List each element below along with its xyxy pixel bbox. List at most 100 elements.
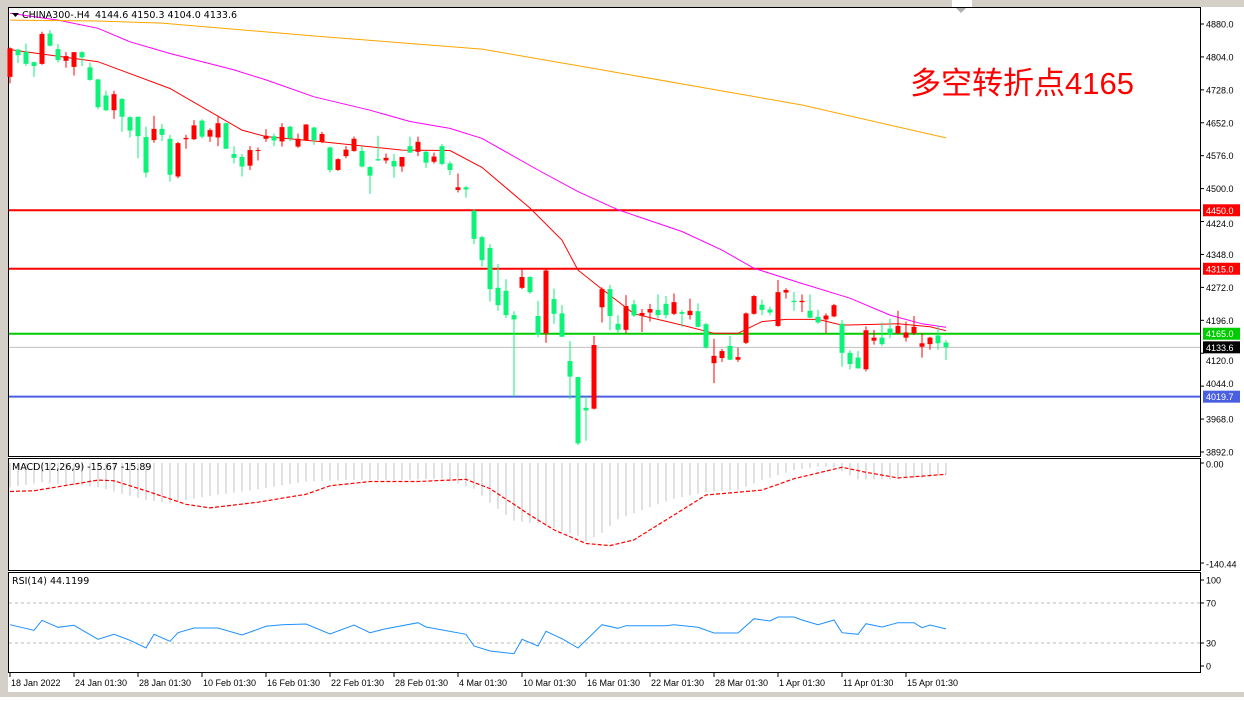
candle-body <box>311 127 317 141</box>
candle-body <box>263 135 269 139</box>
candle-body <box>191 125 197 140</box>
candle-body <box>47 33 53 46</box>
candle-body <box>839 323 845 353</box>
candle-body <box>743 313 749 343</box>
candle-body <box>943 342 949 348</box>
candle <box>575 376 581 446</box>
candle <box>31 61 37 77</box>
candle-body <box>159 128 165 135</box>
candle <box>63 52 69 68</box>
candle <box>207 128 213 142</box>
candle <box>743 312 749 345</box>
price-label: 4450.0 <box>1206 206 1234 216</box>
candle-body <box>583 407 589 411</box>
candle-body <box>935 335 941 344</box>
candle <box>271 133 277 147</box>
candle <box>847 350 853 370</box>
candle <box>407 136 413 153</box>
candle <box>223 122 229 149</box>
candle <box>119 98 125 132</box>
window-tab[interactable] <box>952 0 972 7</box>
time-tick-label: 10 Mar 01:30 <box>523 678 576 688</box>
candle-body <box>103 95 109 111</box>
price-label-box <box>1203 204 1240 217</box>
candle-body <box>431 156 437 162</box>
candle <box>919 333 925 358</box>
candle <box>287 125 293 141</box>
price-tick-label: 3892.0 <box>1206 448 1234 458</box>
candle-body <box>703 324 709 348</box>
candle-body <box>503 290 509 316</box>
candle <box>871 329 877 345</box>
candle-body <box>439 146 445 164</box>
price-panel <box>7 12 1200 446</box>
time-tick-label: 1 Apr 01:30 <box>779 678 825 688</box>
rsi-panel <box>9 602 1200 655</box>
annotation-text: 多空转折点4165 <box>910 66 1134 101</box>
candle <box>879 322 885 346</box>
candle-body <box>639 312 645 316</box>
candle <box>55 43 61 63</box>
candle <box>319 131 325 144</box>
candle <box>703 322 709 349</box>
candle <box>103 90 109 112</box>
candle-body <box>671 302 677 314</box>
candle-body <box>111 94 117 111</box>
candle-body <box>167 138 173 175</box>
candle-body <box>119 98 125 117</box>
candle-body <box>39 33 45 64</box>
candle <box>231 146 237 164</box>
price-label: 4019.7 <box>1206 392 1234 402</box>
candle-body <box>463 187 469 190</box>
candle <box>639 309 645 333</box>
price-label-box <box>1203 390 1240 403</box>
candle <box>863 326 869 372</box>
price-tick-label: 4728.0 <box>1206 85 1234 95</box>
candle <box>447 161 453 176</box>
candle-body <box>767 309 773 313</box>
candle-body <box>343 149 349 157</box>
candle-body <box>375 159 381 161</box>
candle <box>303 124 309 141</box>
rsi-tick-label: 70 <box>1206 599 1216 609</box>
candle <box>559 305 565 337</box>
candle-body <box>799 300 805 303</box>
candle <box>295 133 301 148</box>
time-tick-label: 22 Mar 01:30 <box>651 678 704 688</box>
macd-signal-line <box>9 466 947 547</box>
candle-body <box>735 357 741 360</box>
candle <box>911 315 917 336</box>
candle <box>551 288 557 324</box>
candle <box>719 348 725 362</box>
candle-body <box>335 159 341 170</box>
candle <box>455 173 461 193</box>
candle <box>183 134 189 149</box>
candle <box>175 141 181 179</box>
candle-body <box>719 351 725 358</box>
candle-body <box>775 292 781 326</box>
candle-body <box>447 163 453 170</box>
candle-body <box>871 337 877 341</box>
candle-body <box>895 325 901 334</box>
candle <box>615 315 621 334</box>
scroll-marker-icon[interactable] <box>956 8 966 13</box>
symbol-timeframe[interactable]: CHINA300-.H4 <box>22 10 90 21</box>
candle-body <box>199 120 205 137</box>
candle <box>15 48 21 63</box>
candle <box>895 310 901 335</box>
time-tick-label: 16 Mar 01:30 <box>587 678 640 688</box>
candle-body <box>31 62 37 67</box>
candle-body <box>327 147 333 170</box>
candle <box>263 129 269 142</box>
candle-body <box>679 312 685 314</box>
candle <box>671 293 677 316</box>
candle-body <box>623 306 629 330</box>
candle-body <box>207 130 213 137</box>
triangle-down-icon[interactable] <box>12 13 19 17</box>
candle-body <box>607 289 613 316</box>
candle <box>167 134 173 182</box>
candle-body <box>215 123 221 138</box>
candle <box>735 347 741 362</box>
time-tick-label: 28 Feb 01:30 <box>395 678 448 688</box>
